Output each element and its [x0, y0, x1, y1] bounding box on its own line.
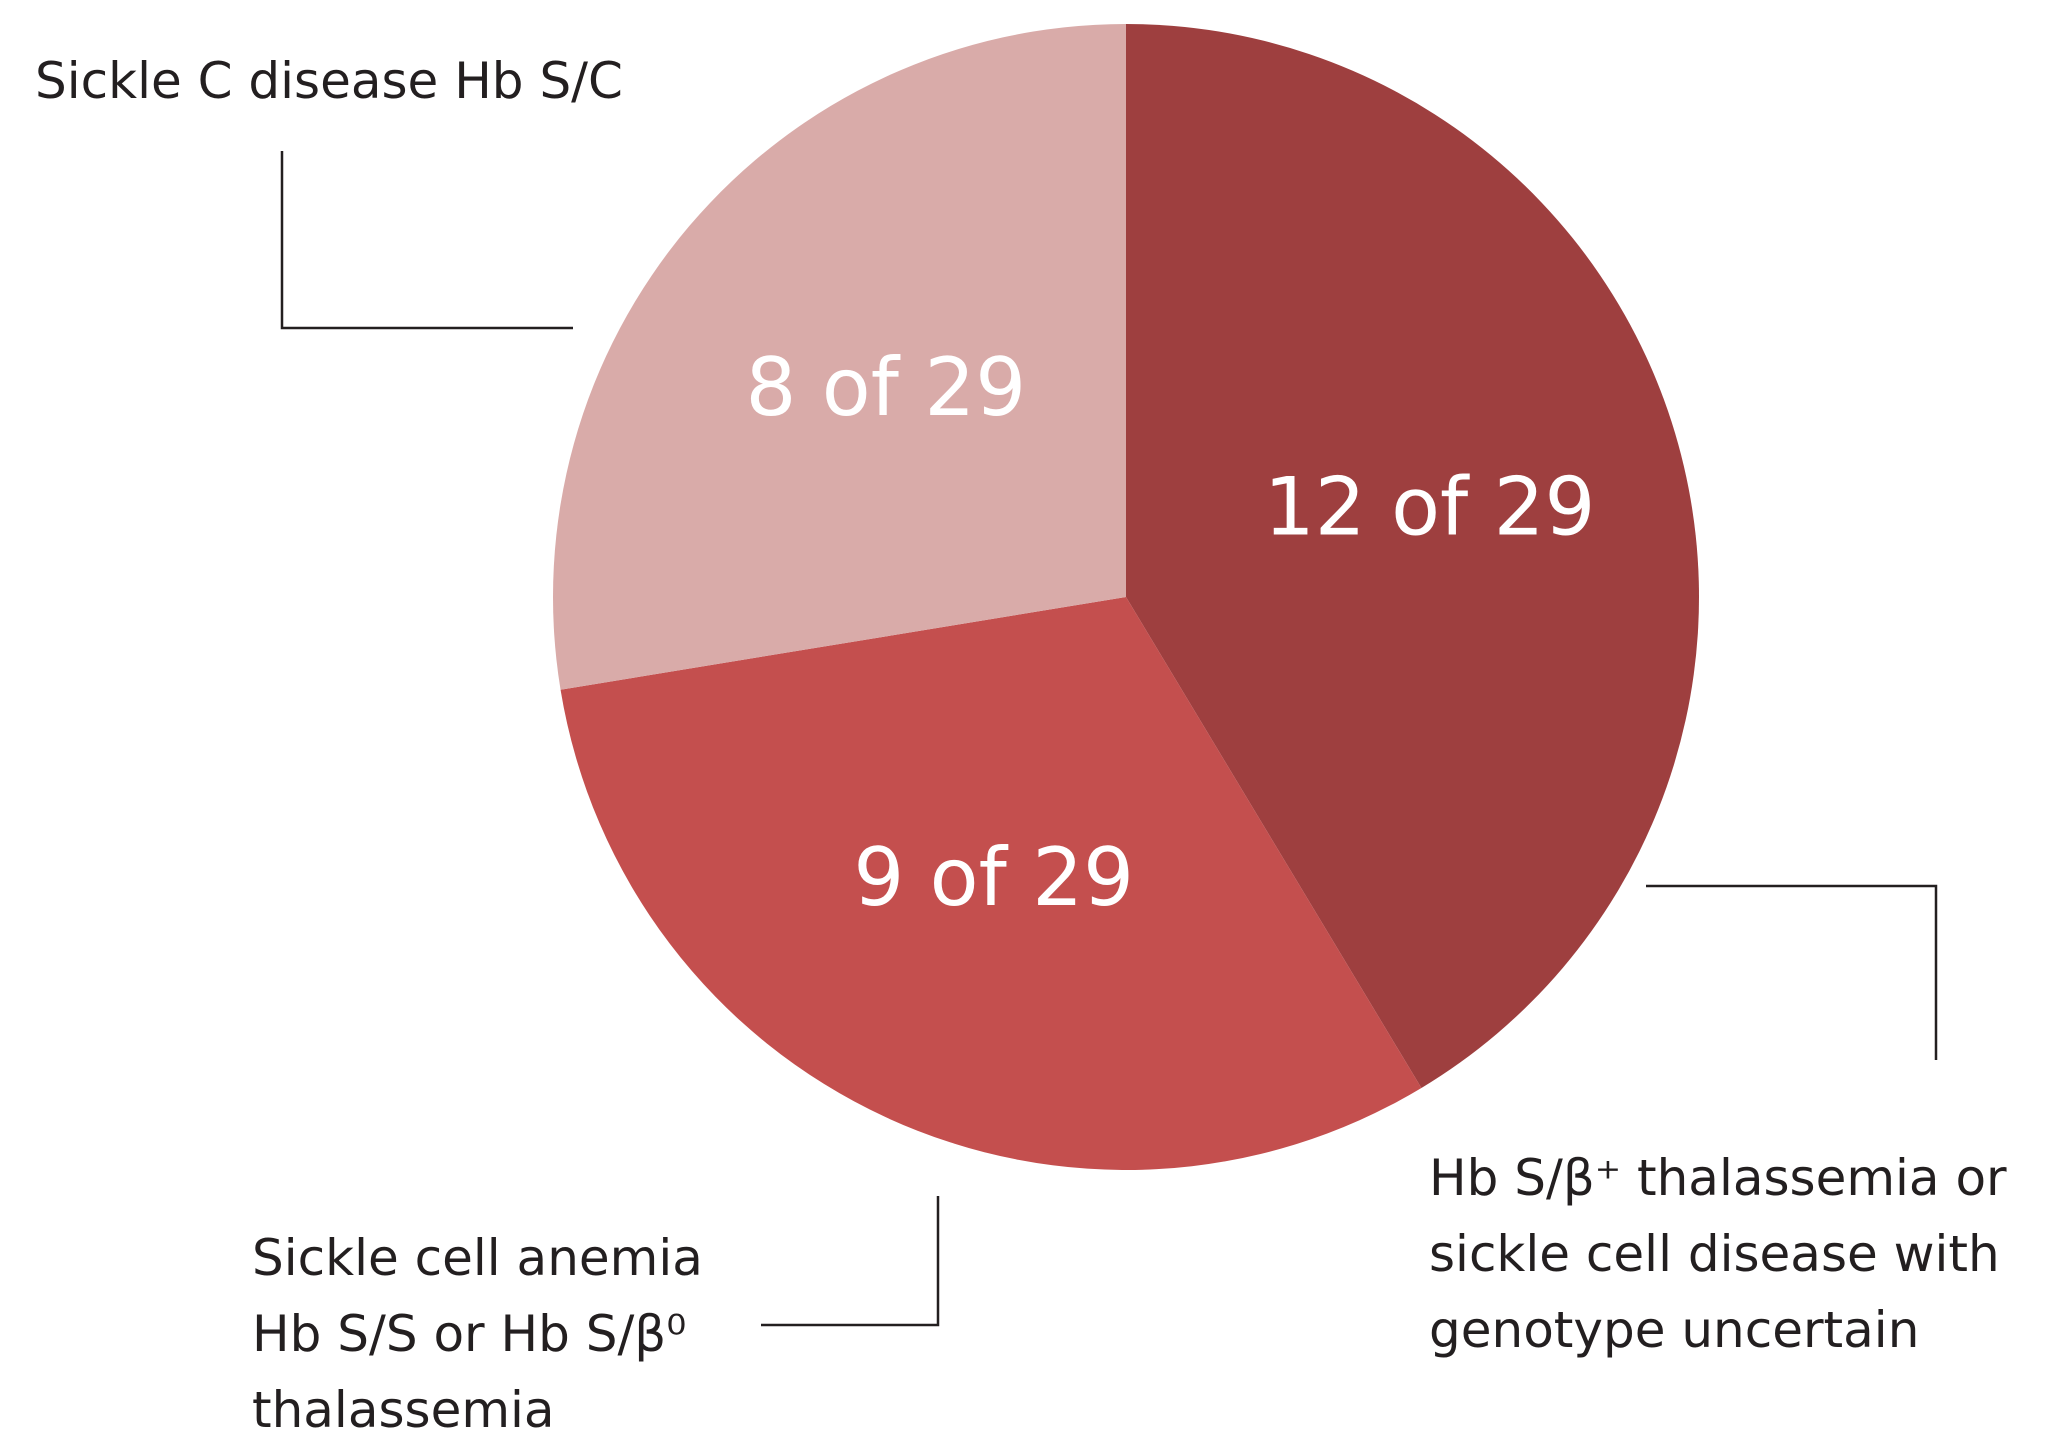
value-label: 9 of 29 — [853, 831, 1134, 924]
pie-slice — [553, 24, 1126, 690]
leader-line — [1646, 884, 1938, 1060]
category-label: Sickle cell anemia Hb S/S or Hb S/β⁰ tha… — [252, 1229, 703, 1439]
leader-line — [280, 151, 573, 330]
pie-slice — [1126, 24, 1700, 1088]
leader-line — [761, 1196, 940, 1327]
value-label: 12 of 29 — [1264, 461, 1596, 554]
value-label: 8 of 29 — [745, 341, 1026, 434]
category-label: Hb S/β⁺ thalassemia or sickle cell disea… — [1429, 1149, 2007, 1359]
category-label: Sickle C disease Hb S/C — [35, 52, 623, 110]
pie-slice — [560, 597, 1422, 1170]
